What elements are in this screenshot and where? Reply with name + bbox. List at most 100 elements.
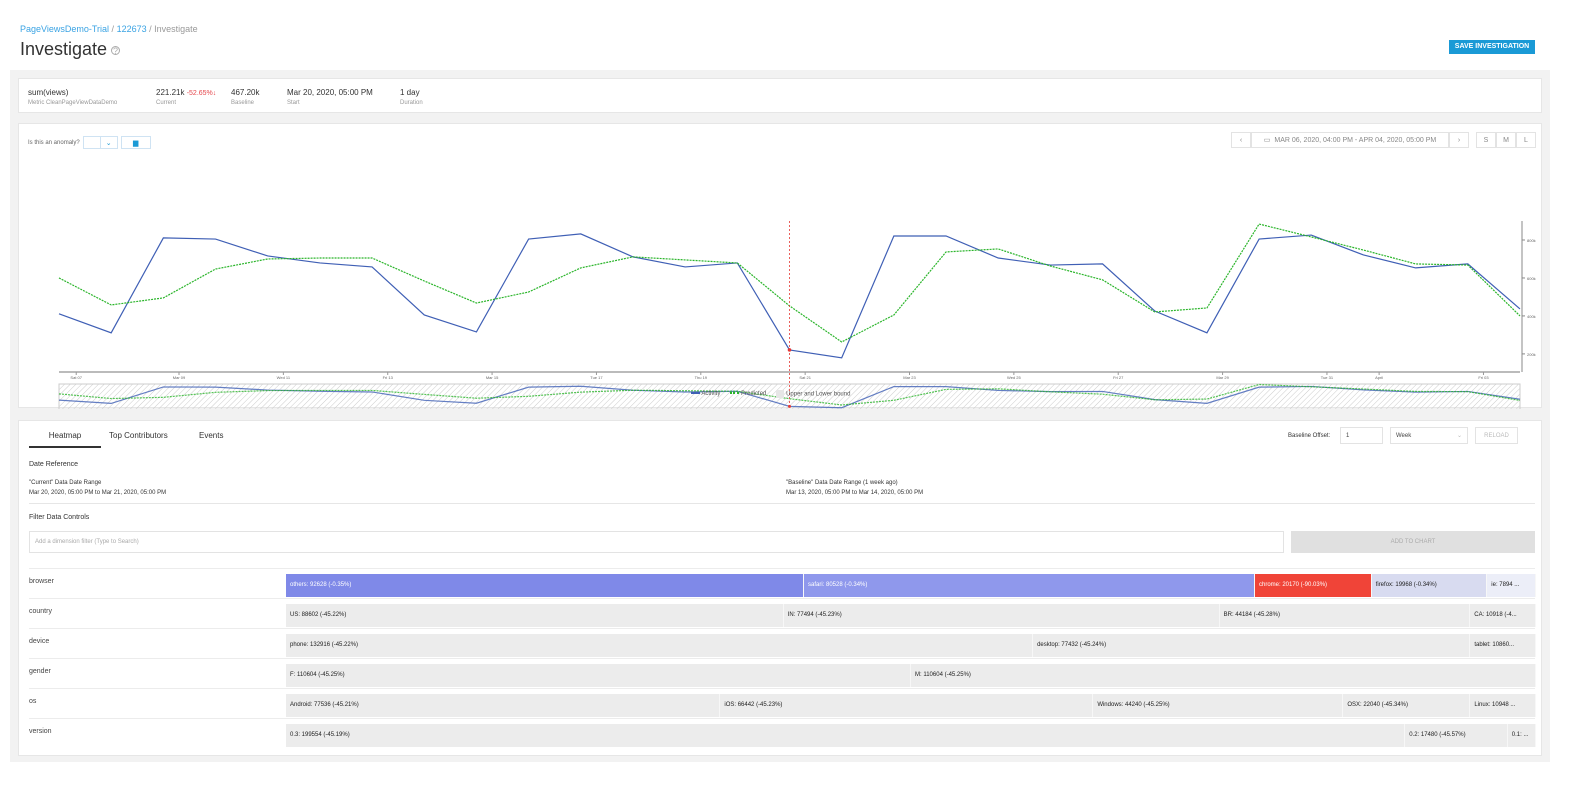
- chevron-down-icon: ⌄: [1456, 433, 1462, 439]
- tab-top-contributors[interactable]: Top Contributors: [109, 431, 168, 440]
- x-tick-label: Mar 15: [486, 375, 499, 380]
- save-investigation-button[interactable]: SAVE INVESTIGATION: [1449, 40, 1535, 54]
- navigator-brush: [58, 383, 1521, 409]
- current-value: 221.21k: [156, 88, 185, 97]
- reload-button[interactable]: RELOAD: [1475, 427, 1518, 444]
- heatmap-row-country: country US: 88602 (-45.22%) IN: 77494 (-45…: [29, 598, 1537, 628]
- x-tick-label: Tue 17: [590, 375, 603, 380]
- current-label: Current: [156, 100, 177, 106]
- x-tick-label: Sat 07: [70, 375, 82, 380]
- x-tick-label: April: [1375, 375, 1383, 380]
- heatmap-cell[interactable]: chrome: 20170 (-90.03%): [1254, 574, 1372, 597]
- heatmap-cell[interactable]: phone: 132916 (-45.22%): [286, 634, 1034, 657]
- breadcrumb-alert[interactable]: 122673: [116, 24, 147, 34]
- breadcrumb-current: Investigate: [154, 24, 198, 34]
- heatmap-row-device: device phone: 132916 (-45.22%) desktop: 77…: [29, 628, 1536, 658]
- dimension-label: os: [29, 698, 37, 705]
- heatmap-cell[interactable]: M: 110604 (-45.25%): [911, 664, 1536, 687]
- tab-heatmap[interactable]: Heatmap: [29, 431, 101, 448]
- heatmap-cell[interactable]: 0.1: ...: [1507, 724, 1536, 747]
- heatmap-cell[interactable]: US: 88602 (-45.22%): [286, 604, 784, 627]
- heatmap-cell[interactable]: 0.2: 17480 (-45.57%): [1405, 724, 1508, 747]
- heatmap-cell[interactable]: firefox: 19968 (-0.34%): [1371, 574, 1488, 597]
- metric-subtitle: Metric CleanPageViewDataDemo: [28, 100, 118, 106]
- analysis-card: Heatmap Top Contributors Events Baseline…: [18, 420, 1542, 756]
- heatmap-bar: F: 110604 (-45.25%) M: 110604 (-45.25%): [286, 664, 1536, 687]
- baseline-unit-select[interactable]: Week ⌄: [1390, 427, 1468, 444]
- heatmap-bar: others: 92628 (-0.35%) safari: 80528 (-0.…: [286, 574, 1536, 597]
- baseline-value: 467.20k: [231, 88, 260, 97]
- divider: [29, 503, 1535, 504]
- prev-range-button[interactable]: ‹: [1231, 132, 1251, 148]
- heatmap-cell[interactable]: ie: 7894 ...: [1487, 574, 1536, 597]
- series-line-activity: [58, 233, 1521, 359]
- dimension-label: country: [29, 608, 52, 615]
- content-area: sum(views) Metric CleanPageViewDataDemo 2…: [10, 70, 1550, 762]
- duration-label: Duration: [400, 100, 423, 106]
- filter-title: Filter Data Controls: [29, 514, 90, 521]
- anomaly-feedback: Is this an anomaly? ⌄ ▆: [28, 136, 151, 149]
- legend-bounds-label: Upper and Lower bound: [786, 391, 851, 398]
- heatmap-cell[interactable]: Linux: 10948 ...: [1470, 694, 1536, 717]
- x-tick-label: Wed 11: [277, 375, 291, 380]
- start-label: Start: [287, 100, 300, 106]
- help-icon[interactable]: ?: [111, 45, 121, 56]
- breadcrumb: PageViewsDemo-Trial / 122673 / Investiga…: [20, 24, 198, 34]
- heatmap-cell[interactable]: OSX: 22040 (-45.34%): [1343, 694, 1471, 717]
- legend-bounds[interactable]: Upper and Lower bound: [776, 390, 850, 398]
- size-s-button[interactable]: S: [1476, 132, 1496, 148]
- chart-legend: Activity Predicted Upper and Lower bound: [691, 390, 850, 398]
- heatmap-bar: Android: 77536 (-45.21%) iOS: 66442 (-45.…: [286, 694, 1536, 717]
- arrow-down-icon: ↓: [212, 90, 217, 97]
- heatmap-bar: US: 88602 (-45.22%) IN: 77494 (-45.23%) BR…: [286, 604, 1537, 627]
- legend-activity[interactable]: Activity: [691, 391, 720, 397]
- change-text: -52.65%: [186, 90, 213, 97]
- heatmap-cell[interactable]: F: 110604 (-45.25%): [286, 664, 911, 687]
- heatmap-cell[interactable]: Windows: 44240 (-45.25%): [1093, 694, 1344, 717]
- heatmap-cell[interactable]: desktop: 77432 (-45.24%): [1033, 634, 1471, 657]
- baseline-range-text: Mar 13, 2020, 05:00 PM to Mar 14, 2020, …: [786, 490, 924, 496]
- heatmap-cell[interactable]: BR: 44184 (-45.28%): [1219, 604, 1471, 627]
- comment-icon[interactable]: ▆: [120, 136, 151, 149]
- current-range: "Current" Data Date Range Mar 20, 2020, 0…: [29, 478, 166, 498]
- legend-predicted[interactable]: Predicted: [730, 391, 766, 397]
- heatmap-row-os: os Android: 77536 (-45.21%) iOS: 66442 (-4…: [29, 688, 1536, 718]
- dimension-label: browser: [29, 578, 54, 585]
- x-tick-label: Fri 03: [1478, 375, 1489, 380]
- x-tick-label: Thu 19: [695, 375, 708, 380]
- heatmap-cell[interactable]: 0.3: 199554 (-45.19%): [286, 724, 1406, 747]
- tab-events[interactable]: Events: [199, 431, 224, 440]
- timeseries-chart[interactable]: 800k 600k 400k 200k Sat 07 Mar 09 Wed 11 Fri 13…: [19, 124, 1543, 409]
- baseline-offset-label: Baseline Offset:: [1288, 433, 1331, 439]
- current-range-text: Mar 20, 2020, 05:00 PM to Mar 21, 2020, …: [29, 490, 167, 496]
- add-to-chart-button[interactable]: ADD TO CHART: [1291, 531, 1535, 553]
- chevron-down-icon[interactable]: ⌄: [99, 136, 118, 149]
- y-tick-label: 800k: [1527, 238, 1536, 243]
- legend-predicted-label: Predicted: [741, 391, 767, 397]
- breadcrumb-app[interactable]: PageViewsDemo-Trial: [20, 24, 110, 34]
- size-m-button[interactable]: M: [1496, 132, 1516, 148]
- x-tick-label: Mar 09: [173, 375, 186, 380]
- heatmap-row-version: version 0.3: 199554 (-45.19%) 0.2: 17480 (…: [29, 718, 1536, 748]
- y-tick-label: 600k: [1527, 276, 1536, 281]
- heatmap-cell[interactable]: CA: 10918 (-4...: [1470, 604, 1537, 627]
- page-title-text: Investigate: [20, 39, 108, 59]
- next-range-button[interactable]: ›: [1449, 132, 1469, 148]
- date-range-picker[interactable]: ▭ MAR 06, 2020, 04:00 PM - APR 04, 2020, …: [1251, 132, 1449, 148]
- baseline-offset-input[interactable]: 1: [1340, 427, 1383, 444]
- heatmap-cell[interactable]: IN: 77494 (-45.23%): [783, 604, 1220, 627]
- heatmap-cell[interactable]: safari: 80528 (-0.34%): [804, 574, 1255, 597]
- calendar-icon: ▭: [1263, 137, 1271, 144]
- heatmap-cell[interactable]: others: 92628 (-0.35%): [286, 574, 804, 597]
- dimension-label: gender: [29, 668, 51, 675]
- heatmap-bar: 0.3: 199554 (-45.19%) 0.2: 17480 (-45.57%…: [286, 724, 1536, 747]
- x-tick-label: Mar 29: [1216, 375, 1229, 380]
- heatmap-cell[interactable]: Android: 77536 (-45.21%): [286, 694, 721, 717]
- heatmap-cell[interactable]: tablet: 10860...: [1470, 634, 1536, 657]
- dimension-filter-input[interactable]: Add a dimension filter (Type to Search): [29, 531, 1284, 553]
- baseline-range-title: "Baseline" Data Date Range (1 week ago): [786, 480, 898, 486]
- size-l-button[interactable]: L: [1516, 132, 1536, 148]
- heatmap-cell[interactable]: iOS: 66442 (-45.23%): [720, 694, 1094, 717]
- anomaly-label: Is this an anomaly?: [28, 139, 80, 146]
- x-tick-label: Fri 27: [1113, 375, 1124, 380]
